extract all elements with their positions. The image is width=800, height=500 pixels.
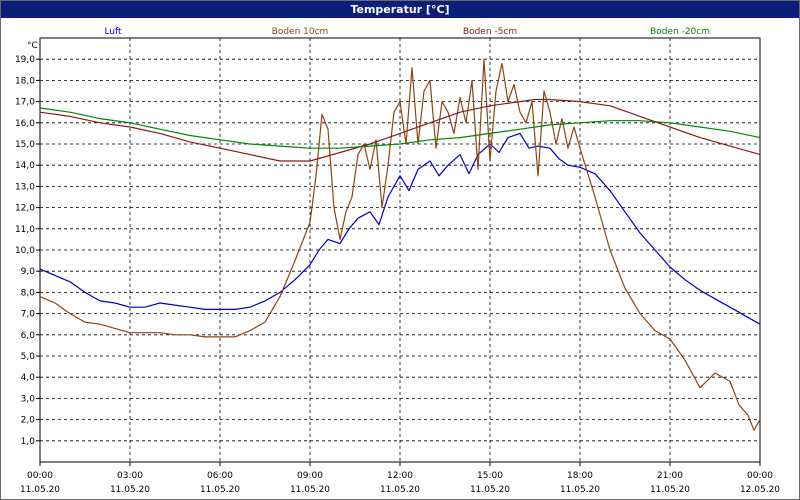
- x-tick-date: 11.05.20: [200, 485, 240, 495]
- x-tick-date: 11.05.20: [380, 485, 420, 495]
- x-tick-date: 11.05.20: [20, 485, 60, 495]
- y-tick-label: 7,0: [21, 310, 36, 320]
- x-tick-time: 15:00: [477, 471, 503, 481]
- y-tick-label: 12,0: [15, 204, 35, 214]
- x-tick-date: 11.05.20: [560, 485, 600, 495]
- legend-boden-5cm: Boden -5cm: [463, 27, 517, 37]
- x-tick-time: 21:00: [657, 471, 683, 481]
- series-line-boden-5cm: [39, 98, 761, 162]
- y-axis-label: °C: [27, 41, 38, 51]
- y-tick-label: 1,0: [21, 437, 36, 447]
- x-tick-time: 12:00: [387, 471, 413, 481]
- x-tick-time: 09:00: [297, 471, 323, 481]
- legend: Luft Boden 10cm Boden -5cm Boden -20cm: [104, 27, 710, 37]
- x-tick-time: 18:00: [567, 471, 593, 481]
- series-line-boden-20cm: [39, 107, 761, 149]
- y-tick-label: 15,0: [15, 140, 35, 150]
- y-tick-label: 9,0: [21, 267, 36, 277]
- y-tick-label: 11,0: [15, 225, 35, 235]
- legend-boden-20cm: Boden -20cm: [650, 27, 710, 37]
- x-tick-date: 11.05.20: [290, 485, 330, 495]
- y-axis-ticks: 1,0 2,0 3,0 4,0 5,0 6,0 7,0 8,0 9,0 10,0 11,0 12,0 1…: [15, 55, 40, 447]
- y-tick-label: 8,0: [21, 288, 36, 298]
- y-tick-label: 18,0: [15, 76, 35, 86]
- x-tick-date: 11.05.20: [110, 485, 150, 495]
- x-tick-date: 11.05.20: [470, 485, 510, 495]
- y-tick-label: 5,0: [21, 352, 36, 362]
- x-tick-time: 06:00: [207, 471, 233, 481]
- y-tick-label: 3,0: [21, 394, 36, 404]
- chart-title: Temperatur [°C]: [1, 1, 799, 18]
- y-tick-label: 14,0: [15, 161, 35, 171]
- y-tick-label: 4,0: [21, 373, 36, 383]
- x-tick-date: 11.05.20: [650, 485, 690, 495]
- y-tick-label: 2,0: [21, 416, 36, 426]
- legend-luft: Luft: [104, 27, 122, 37]
- grid: [40, 38, 760, 462]
- y-tick-label: 19,0: [15, 55, 35, 65]
- y-tick-label: 6,0: [21, 331, 36, 341]
- series-line-boden-10cm: [39, 58, 761, 431]
- x-axis-ticks: 00:00 11.05.20 03:00 11.05.20 06:00 11.05.20 0…: [20, 462, 780, 495]
- y-tick-label: 17,0: [15, 98, 35, 108]
- x-tick-date: 12.05.20: [740, 485, 780, 495]
- x-tick-time: 00:00: [747, 471, 773, 481]
- series-line-luft: [39, 132, 761, 325]
- legend-boden-10cm: Boden 10cm: [272, 27, 329, 37]
- x-tick-time: 00:00: [27, 471, 53, 481]
- y-tick-label: 10,0: [15, 246, 35, 256]
- y-tick-label: 13,0: [15, 182, 35, 192]
- series-lines: [39, 58, 761, 431]
- x-tick-time: 03:00: [117, 471, 143, 481]
- y-tick-label: 16,0: [15, 119, 35, 129]
